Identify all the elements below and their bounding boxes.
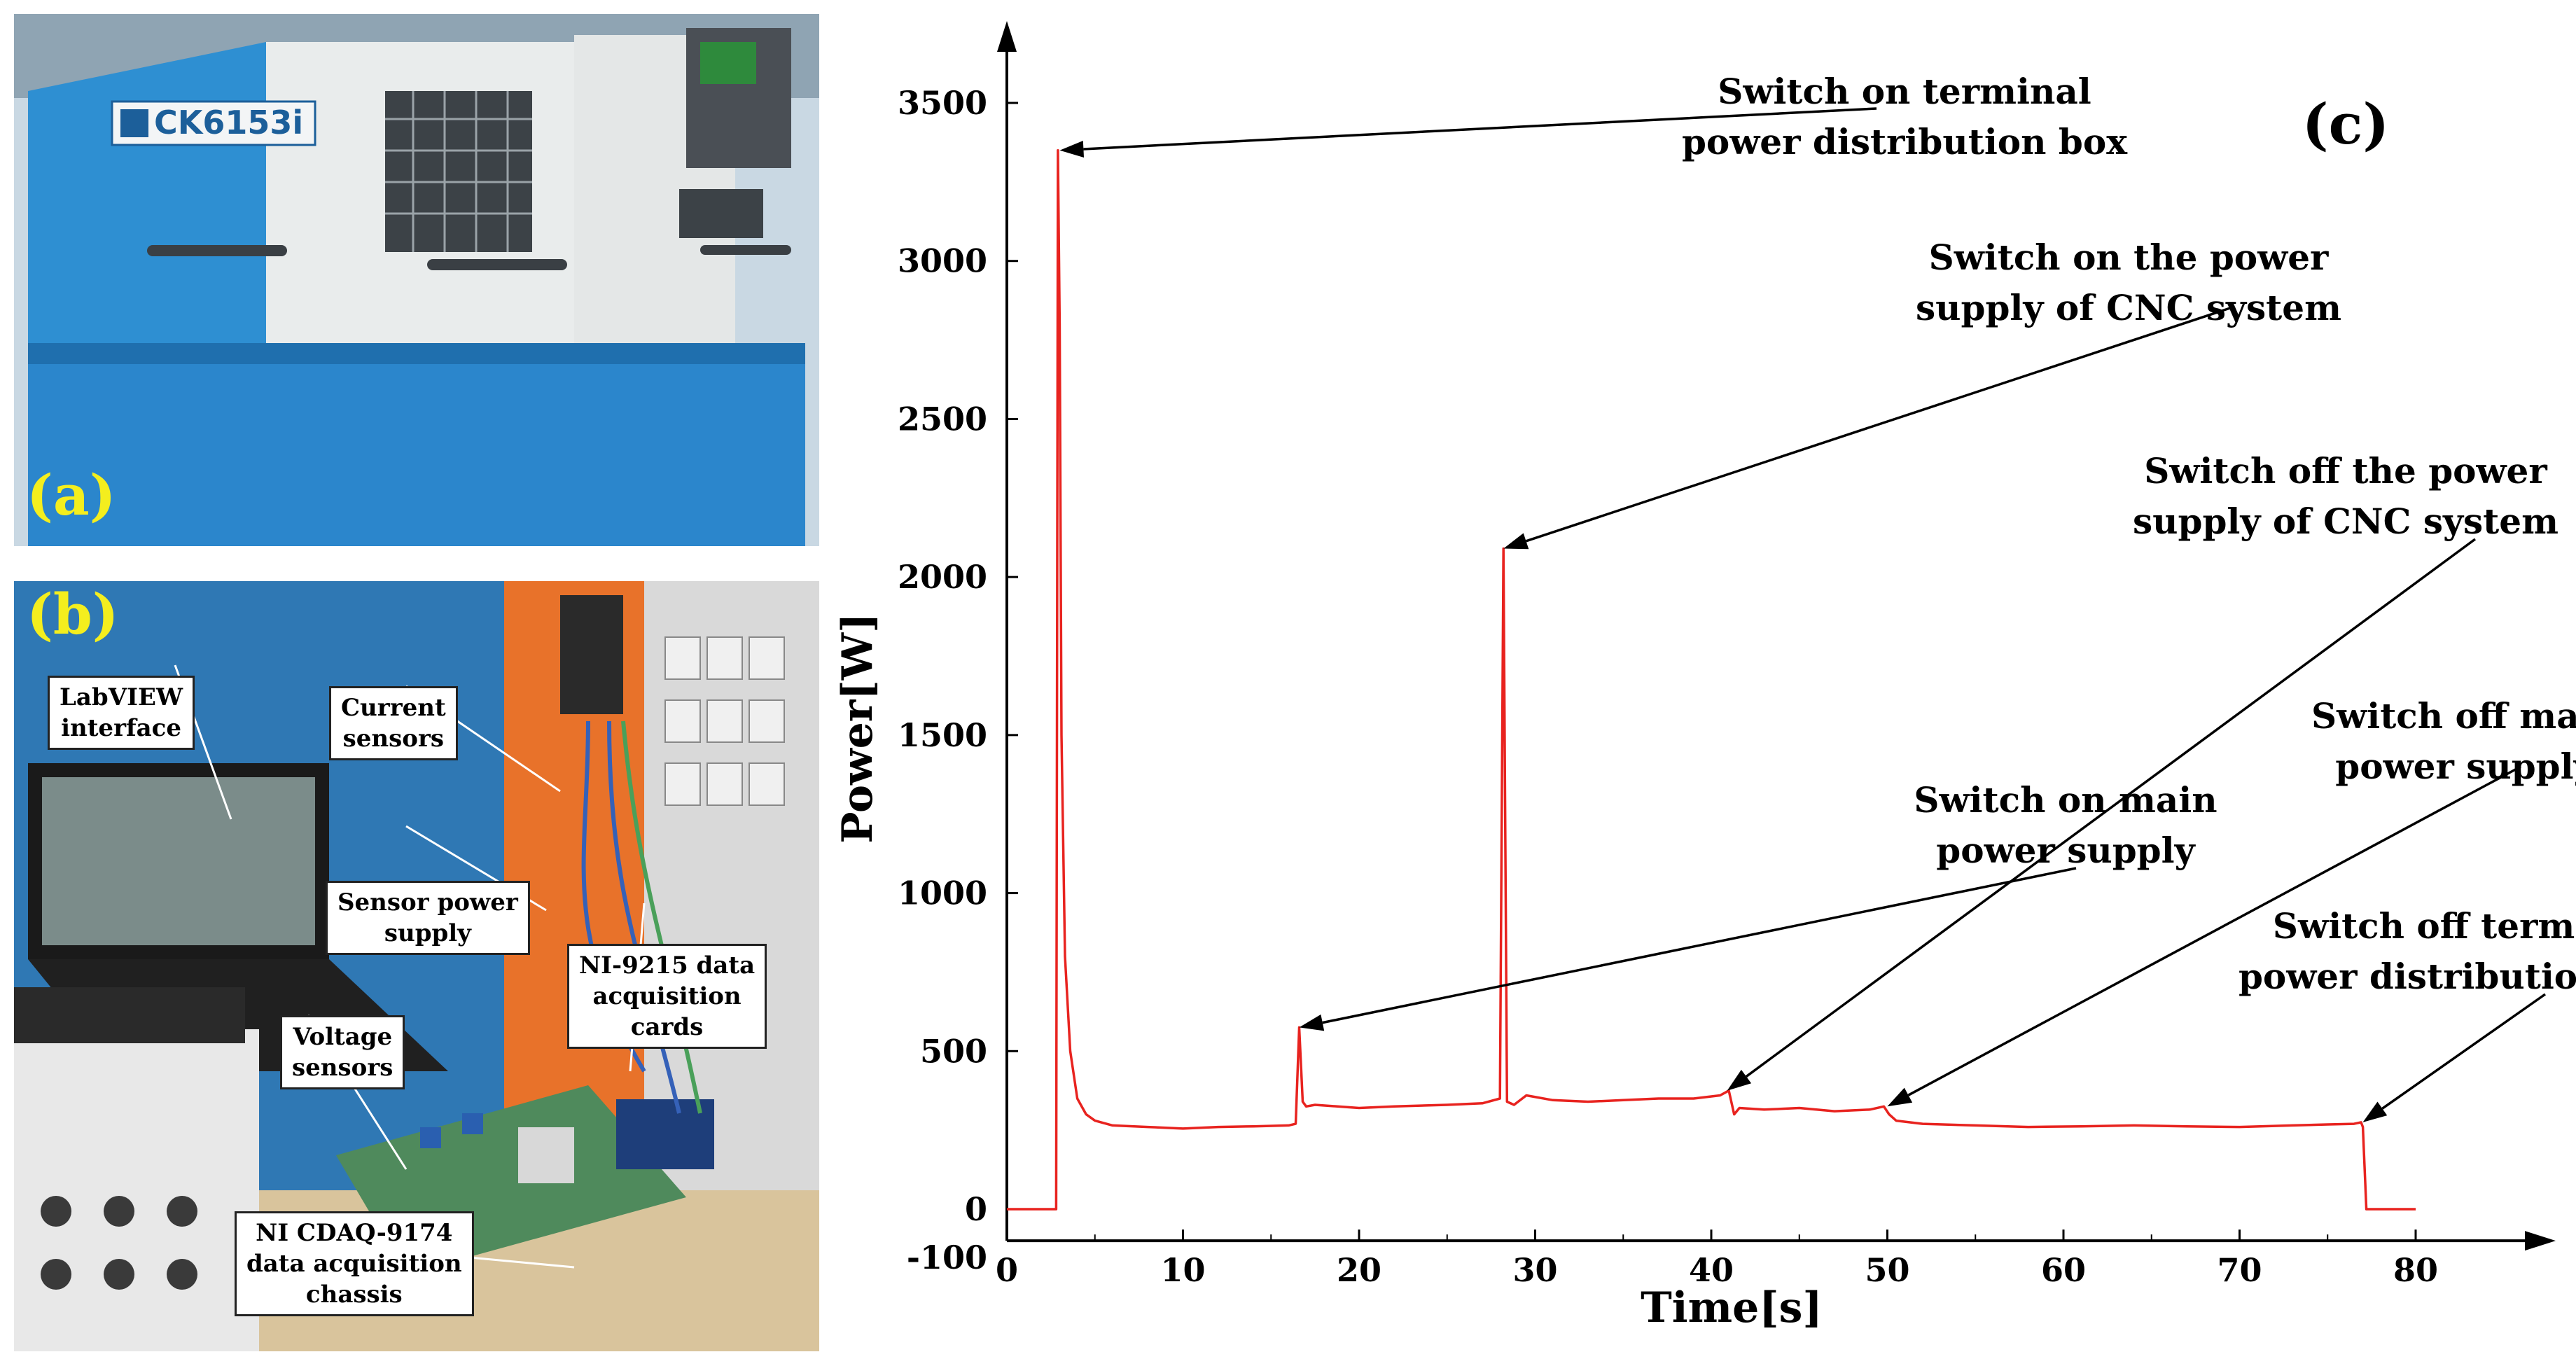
annotation-arrow bbox=[1907, 765, 2521, 1096]
x-tick-label: 80 bbox=[2393, 1251, 2438, 1289]
x-tick-label: 10 bbox=[1160, 1251, 1205, 1289]
y-tick-label: -100 bbox=[907, 1239, 987, 1276]
callout-current-sensors: Current sensors bbox=[329, 686, 458, 760]
annotation-arrowhead bbox=[1503, 533, 1529, 550]
x-tick-label: 60 bbox=[2041, 1251, 2086, 1289]
y-tick-label: 1500 bbox=[898, 716, 987, 754]
y-tick-label: 3500 bbox=[898, 84, 987, 122]
annotation-line: Switch off terminal bbox=[2273, 905, 2576, 947]
x-axis-title: Time[s] bbox=[1641, 1283, 1823, 1332]
annotation-label: Switch off the power supply of CNC system bbox=[2133, 450, 2558, 542]
photo-panel-b: LabVIEW interface Current sensors Sensor… bbox=[14, 581, 819, 1351]
chart-panel-label: (c) bbox=[2302, 91, 2389, 157]
chart-axes bbox=[997, 21, 2556, 1251]
annotation-line: supply of CNC system bbox=[1916, 287, 2341, 328]
callout-ni-cdaq-9174-chassis: NI CDAQ-9174 data acquisition chassis bbox=[235, 1211, 474, 1316]
callout-labview-interface: LabVIEW interface bbox=[48, 676, 195, 750]
y-tick-label: 1000 bbox=[898, 874, 987, 912]
photo-panel-a: CK6153i (a) bbox=[14, 14, 819, 546]
machine-model-badge: CK6153i bbox=[154, 104, 304, 141]
callout-voltage-sensors: Voltage sensors bbox=[280, 1015, 405, 1089]
annotation-line: Switch off main bbox=[2311, 695, 2576, 737]
annotation-line: power distribution box bbox=[2239, 956, 2576, 997]
annotation-arrowhead bbox=[1887, 1087, 1913, 1107]
annotation-arrow bbox=[1745, 538, 2477, 1078]
annotation-line: supply of CNC system bbox=[2133, 501, 2558, 542]
annotation-arrow bbox=[1083, 107, 1877, 151]
panel-b-label: (b) bbox=[27, 581, 119, 647]
annotation-line: Switch on main bbox=[1914, 779, 2217, 821]
annotation-label: Switch on main power supply bbox=[1914, 779, 2217, 871]
annotation-label: Switch on terminal power distribution box bbox=[1682, 71, 2128, 162]
annotation-line: power distribution box bbox=[1682, 121, 2128, 162]
power-time-chart: 0 10 20 30 40 50 60 70 80-1000500100015002000250… bbox=[833, 21, 2576, 1332]
chart-annotations: Switch on terminal power distribution box… bbox=[1059, 71, 2576, 1122]
callout-ni-9215-cards: NI-9215 data acquisition cards bbox=[567, 944, 767, 1049]
power-series-line bbox=[1007, 148, 2416, 1211]
y-tick-label: 0 bbox=[965, 1190, 987, 1228]
x-tick-label: 20 bbox=[1337, 1251, 1381, 1289]
annotation-line: Switch off the power bbox=[2144, 450, 2547, 492]
x-tick-label: 30 bbox=[1512, 1251, 1557, 1289]
lathe-photo bbox=[14, 14, 819, 546]
annotation-line: power supply bbox=[1936, 830, 2196, 871]
y-tick-label: 500 bbox=[920, 1032, 987, 1070]
annotation-line: power supply bbox=[2335, 746, 2576, 787]
annotation-arrowhead bbox=[1299, 1014, 1325, 1031]
annotation-arrow bbox=[1322, 867, 2077, 1024]
annotation-line: Switch on the power bbox=[1929, 237, 2329, 278]
x-tick-label: 0 bbox=[996, 1251, 1018, 1289]
annotation-arrowhead bbox=[2362, 1101, 2388, 1122]
x-axis-arrow bbox=[2525, 1231, 2556, 1251]
callout-sensor-power-supply: Sensor power supply bbox=[326, 881, 530, 955]
y-axis-title: Power[W] bbox=[833, 613, 882, 843]
chart-ticks: 0 10 20 30 40 50 60 70 80-1000500100015002000250… bbox=[898, 84, 2438, 1289]
x-tick-label: 50 bbox=[1865, 1251, 1909, 1289]
annotation-label: Switch off terminal power distribution bo… bbox=[2239, 905, 2576, 997]
annotation-line: Switch on terminal bbox=[1718, 71, 2091, 112]
annotation-arrow bbox=[1525, 307, 2231, 543]
y-tick-label: 2500 bbox=[898, 400, 987, 438]
y-tick-label: 2000 bbox=[898, 558, 987, 596]
x-tick-label: 40 bbox=[1689, 1251, 1734, 1289]
panel-a-label: (a) bbox=[27, 462, 116, 528]
annotation-label: Switch on the power supply of CNC system bbox=[1916, 237, 2341, 328]
annotation-label: Switch off main power supply bbox=[2311, 695, 2576, 787]
annotation-arrowhead bbox=[1727, 1069, 1752, 1091]
annotation-arrowhead bbox=[1059, 140, 1085, 158]
annotation-arrow bbox=[2381, 993, 2547, 1110]
y-axis-arrow bbox=[997, 21, 1017, 52]
x-tick-label: 70 bbox=[2217, 1251, 2262, 1289]
y-tick-label: 3000 bbox=[898, 242, 987, 280]
